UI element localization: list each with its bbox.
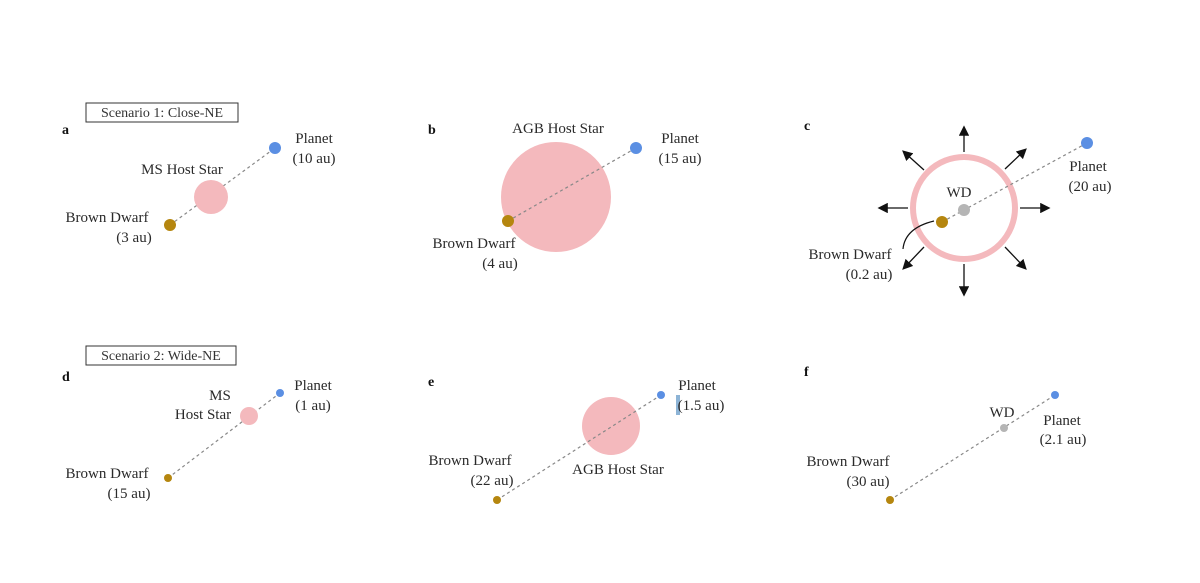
panel-c-bd-name: Brown Dwarf bbox=[809, 247, 892, 263]
panel-d-planet-name: Planet bbox=[294, 378, 332, 394]
panel-e-brown-dwarf bbox=[493, 496, 501, 504]
panel-b-bd-dist: (4 au) bbox=[482, 256, 517, 272]
panel-c-bd-pointer bbox=[902, 220, 935, 250]
panel-d-bd-dist: (15 au) bbox=[108, 486, 151, 502]
panel-b-agb-host-star bbox=[501, 142, 611, 252]
panel-d-planet-dist: (1 au) bbox=[295, 398, 330, 414]
panel-f-bd-dist: (30 au) bbox=[847, 474, 890, 490]
panel-d-brown-dwarf bbox=[164, 474, 172, 482]
panel-e-planet bbox=[657, 391, 665, 399]
panel-a-brown-dwarf bbox=[164, 219, 176, 231]
panel-c-white-dwarf bbox=[958, 204, 970, 216]
panel-e-selection-mark bbox=[676, 395, 680, 415]
panel-f-white-dwarf bbox=[1000, 424, 1008, 432]
panel-d-tag: d bbox=[62, 370, 70, 385]
panel-e-star-label: AGB Host Star bbox=[572, 462, 664, 478]
panel-d-star-label-1: MS bbox=[209, 388, 231, 404]
panel-d-orbit-line bbox=[167, 392, 281, 479]
panel-f-star-label: WD bbox=[990, 405, 1015, 421]
panel-e-agb-host-star bbox=[582, 397, 640, 455]
panel-f-brown-dwarf bbox=[886, 496, 894, 504]
panel-a-planet bbox=[269, 142, 281, 154]
panel-a-tag: a bbox=[62, 123, 69, 138]
panel-e-planet-name: Planet bbox=[678, 378, 716, 394]
panel-b-planet bbox=[630, 142, 642, 154]
panel-c: c WD Planet (20 au) Brown Dwarf bbox=[804, 119, 1112, 297]
panel-c-star-label: WD bbox=[947, 185, 972, 201]
panel-e-bd-name: Brown Dwarf bbox=[429, 453, 512, 469]
panel-f: f WD Planet (2.1 au) Brown Dwarf (30 au) bbox=[804, 365, 1086, 504]
panel-c-planet bbox=[1081, 137, 1093, 149]
panel-b-planet-name: Planet bbox=[661, 131, 699, 147]
panel-f-planet bbox=[1051, 391, 1059, 399]
panel-f-planet-name: Planet bbox=[1043, 413, 1081, 429]
scenario-2-box bbox=[85, 345, 237, 366]
panel-c-planet-dist: (20 au) bbox=[1069, 179, 1112, 195]
panel-f-planet-dist: (2.1 au) bbox=[1040, 432, 1087, 448]
panel-c-planet-name: Planet bbox=[1069, 159, 1107, 175]
panel-e-bd-dist: (22 au) bbox=[471, 473, 514, 489]
scenario-1-box bbox=[85, 102, 239, 123]
panel-a-planet-dist: (10 au) bbox=[293, 151, 336, 167]
panel-e-orbit-line bbox=[496, 394, 662, 501]
panel-c-ejected-envelope bbox=[910, 154, 1018, 262]
arrow-icon bbox=[902, 246, 925, 270]
scenario-1-label: Scenario 1: Close-NE bbox=[101, 106, 223, 121]
panel-e: e Planet (1.5 au) AGB Host Star Brown Dw… bbox=[428, 375, 724, 504]
panel-f-bd-name: Brown Dwarf bbox=[807, 454, 890, 470]
panel-d-bd-name: Brown Dwarf bbox=[66, 466, 149, 482]
panel-d-planet bbox=[276, 389, 284, 397]
panel-f-tag: f bbox=[804, 365, 809, 380]
panel-b-brown-dwarf bbox=[502, 215, 514, 227]
panel-b-tag: b bbox=[428, 123, 436, 138]
panel-c-tag: c bbox=[804, 119, 810, 134]
panel-a-orbit-line bbox=[169, 147, 276, 226]
scenario-2-label: Scenario 2: Wide-NE bbox=[101, 349, 221, 364]
panel-b: b AGB Host Star Planet (15 au) Brown Dwa… bbox=[428, 121, 701, 272]
panel-c-brown-dwarf bbox=[936, 216, 948, 228]
panel-b-planet-dist: (15 au) bbox=[659, 151, 702, 167]
arrow-icon bbox=[1004, 246, 1027, 270]
panel-b-orbit-line bbox=[507, 147, 637, 222]
panel-e-planet-dist: (1.5 au) bbox=[678, 398, 725, 414]
panel-a-bd-dist: (3 au) bbox=[116, 230, 151, 246]
panel-b-star-label: AGB Host Star bbox=[512, 121, 604, 137]
panel-c-bd-dist: (0.2 au) bbox=[846, 267, 893, 283]
panel-e-tag: e bbox=[428, 375, 434, 390]
panel-a-ms-host-star bbox=[194, 180, 228, 214]
panel-a-planet-name: Planet bbox=[295, 131, 333, 147]
panel-a-bd-name: Brown Dwarf bbox=[66, 210, 149, 226]
panel-f-orbit-line bbox=[889, 394, 1056, 501]
panel-d-star-label-2: Host Star bbox=[175, 407, 231, 423]
panel-d-ms-host-star bbox=[240, 407, 258, 425]
arrow-icon bbox=[1004, 148, 1027, 170]
panel-a-star-label: MS Host Star bbox=[141, 162, 223, 178]
arrow-icon bbox=[902, 150, 925, 171]
panel-c-outflow-arrows bbox=[877, 125, 1051, 297]
panel-b-bd-name: Brown Dwarf bbox=[433, 236, 516, 252]
panel-a: Scenario 1: Close-NE a MS Host Star Plan… bbox=[62, 102, 336, 246]
panel-d: Scenario 2: Wide-NE d MS Host Star Plane… bbox=[62, 345, 333, 502]
